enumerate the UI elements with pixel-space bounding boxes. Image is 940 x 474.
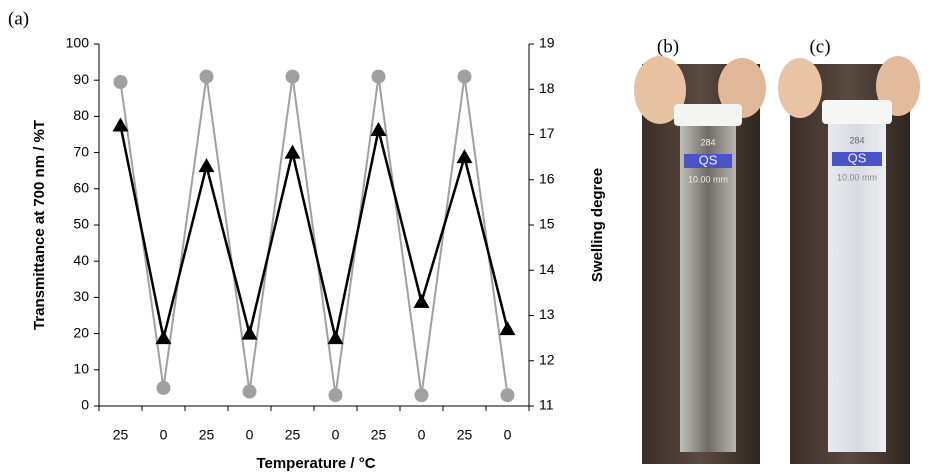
data-point (199, 69, 214, 84)
cuvette-text: 284 (700, 137, 715, 147)
data-point (371, 69, 386, 84)
data-point (328, 388, 343, 403)
panel-label: (a) (8, 8, 29, 29)
cuvette-text: 284 (849, 135, 864, 145)
x-axis-title: Temperature / °C (256, 455, 375, 472)
y-tick-label: 0 (81, 397, 89, 413)
y2-tick-label: 12 (539, 351, 555, 367)
y2-tick-label: 13 (539, 306, 555, 322)
y-tick-label: 30 (73, 288, 89, 304)
x-tick-label: 25 (199, 427, 215, 443)
y-tick-label: 80 (73, 107, 89, 123)
photo: (c) 284 QS 10.00 mm (778, 36, 920, 464)
series-line (119, 125, 509, 339)
photo-label: (c) (809, 36, 830, 57)
data-point (198, 158, 215, 173)
series-line (119, 76, 509, 396)
y-tick-label: 20 (73, 324, 89, 340)
data-point (499, 321, 516, 336)
photo-label: (b) (657, 36, 679, 57)
cuvette-text: 10.00 mm (688, 174, 728, 184)
data-point (156, 380, 171, 395)
x-tick-label: 25 (285, 427, 301, 443)
y2-tick-label: 14 (539, 261, 555, 277)
cuvette-text: QS (848, 150, 867, 165)
y2-tick-label: 11 (539, 397, 554, 413)
x-tick-label: 0 (332, 427, 340, 443)
y-tick-label: 60 (73, 180, 89, 196)
cuvette-text: 10.00 mm (837, 172, 877, 182)
data-point (113, 75, 128, 90)
y-tick-label: 40 (73, 252, 89, 268)
y-tick-label: 70 (73, 143, 89, 159)
photo: (b) 284 QS 10.00 mm (634, 36, 766, 464)
cuvette-text: QS (699, 152, 718, 167)
x-tick-label: 0 (246, 427, 254, 443)
y2-tick-label: 17 (539, 125, 555, 141)
data-point (327, 330, 344, 345)
y-tick-label: 50 (73, 216, 89, 232)
data-point (457, 69, 472, 84)
data-point (284, 144, 301, 159)
y2-tick-label: 19 (539, 35, 555, 51)
y2-axis-title: Swelling degree (589, 168, 606, 282)
data-point (242, 384, 257, 399)
x-tick-label: 0 (160, 427, 168, 443)
x-tick-label: 0 (504, 427, 512, 443)
data-point (500, 388, 515, 403)
y-tick-label: 10 (73, 361, 89, 377)
x-tick-label: 25 (371, 427, 387, 443)
data-point (285, 69, 300, 84)
y2-tick-label: 18 (539, 80, 555, 96)
y2-tick-label: 16 (539, 170, 555, 186)
data-point (370, 121, 387, 136)
y-axis-title: Transmittance at 700 nm / %T (31, 120, 48, 330)
y2-tick-label: 15 (539, 216, 555, 232)
y-tick-label: 90 (73, 71, 89, 87)
data-point (456, 149, 473, 164)
data-point (241, 325, 258, 340)
y-tick-label: 100 (66, 35, 90, 51)
x-tick-label: 25 (113, 427, 129, 443)
data-point (414, 388, 429, 403)
x-tick-label: 0 (418, 427, 426, 443)
data-point (112, 117, 129, 132)
data-point (155, 330, 172, 345)
data-point (413, 293, 430, 308)
x-tick-label: 25 (457, 427, 473, 443)
